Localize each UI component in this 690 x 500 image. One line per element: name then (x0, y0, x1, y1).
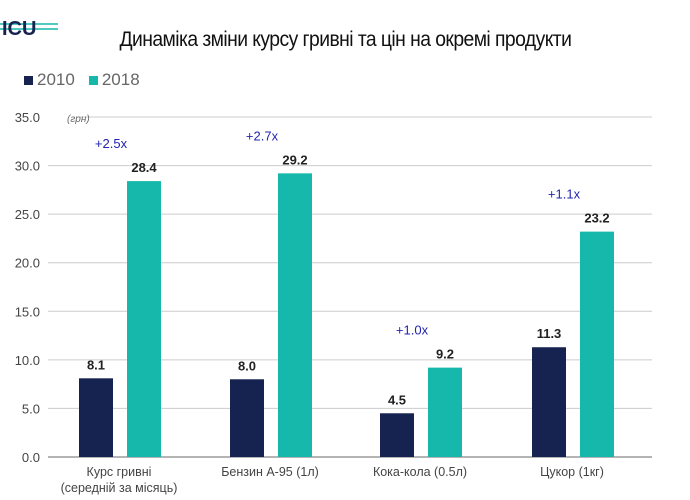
chart-title: Динаміка зміни курсу гривні та цін на ок… (119, 28, 572, 51)
data-label-2018: 28.4 (131, 160, 157, 175)
data-label-2018: 23.2 (584, 211, 609, 226)
bar-2018 (428, 367, 462, 457)
y-tick-label: 0.0 (22, 450, 40, 465)
bar-2010 (380, 413, 414, 457)
x-tick-label: Цукор (1кг) (540, 465, 604, 479)
x-tick-label: Кока-кола (0.5л) (373, 465, 467, 479)
logo-text: ICU (2, 18, 36, 40)
data-label-2018: 29.2 (282, 152, 307, 167)
bar-2018 (127, 181, 161, 457)
legend-item-2018: 2018 (88, 70, 140, 90)
legend-item-2010: 2010 (24, 70, 75, 90)
legend-label-2010: 2010 (37, 70, 75, 89)
data-label-2018: 9.2 (436, 347, 454, 362)
annotations: +2.5x +2.7x +1.0x +1.1x (95, 128, 581, 337)
data-label-2010: 4.5 (388, 392, 406, 407)
x-axis-ticks: Курс гривні (середній за місяць) Бензин А-… (61, 465, 604, 495)
data-label-2010: 11.3 (537, 326, 562, 341)
growth-annotation: +2.5x (95, 136, 128, 151)
legend-swatch-2010 (24, 75, 33, 85)
bar-2018 (278, 173, 312, 458)
bars (79, 173, 614, 458)
y-tick-label: 20.0 (15, 256, 40, 271)
y-tick-label: 25.0 (15, 207, 40, 222)
x-tick-label: Курс гривні (87, 465, 152, 479)
legend-swatch-2018 (88, 75, 98, 85)
bar-2010 (230, 379, 264, 457)
y-tick-label: 30.0 (15, 159, 40, 174)
legend-label-2018: 2018 (101, 70, 140, 89)
growth-annotation: +1.0x (396, 323, 429, 338)
bar-2018 (580, 231, 614, 457)
y-tick-label: 5.0 (22, 401, 40, 416)
legend: 2010 2018 (24, 70, 154, 90)
x-tick-label: Бензин А-95 (1л) (221, 465, 319, 479)
y-tick-label: 10.0 (15, 353, 40, 368)
data-labels: 8.1 28.4 8.0 29.2 4.5 9.2 11.3 23.2 (87, 152, 610, 407)
x-tick-label: (середній за місяць) (61, 481, 178, 495)
growth-annotation: +1.1x (548, 187, 581, 202)
data-label-2010: 8.0 (238, 358, 256, 373)
bar-2010 (79, 378, 113, 457)
growth-annotation: +2.7x (246, 128, 279, 143)
data-label-2010: 8.1 (87, 357, 105, 372)
y-axis-ticks: 0.0 5.0 10.0 15.0 20.0 25.0 30.0 35.0 (15, 110, 40, 465)
icu-logo: ICU (0, 18, 58, 40)
bar-2010 (532, 347, 566, 457)
y-tick-label: 35.0 (15, 110, 40, 125)
y-axis-label: (грн) (67, 114, 90, 125)
y-tick-label: 15.0 (15, 304, 40, 319)
